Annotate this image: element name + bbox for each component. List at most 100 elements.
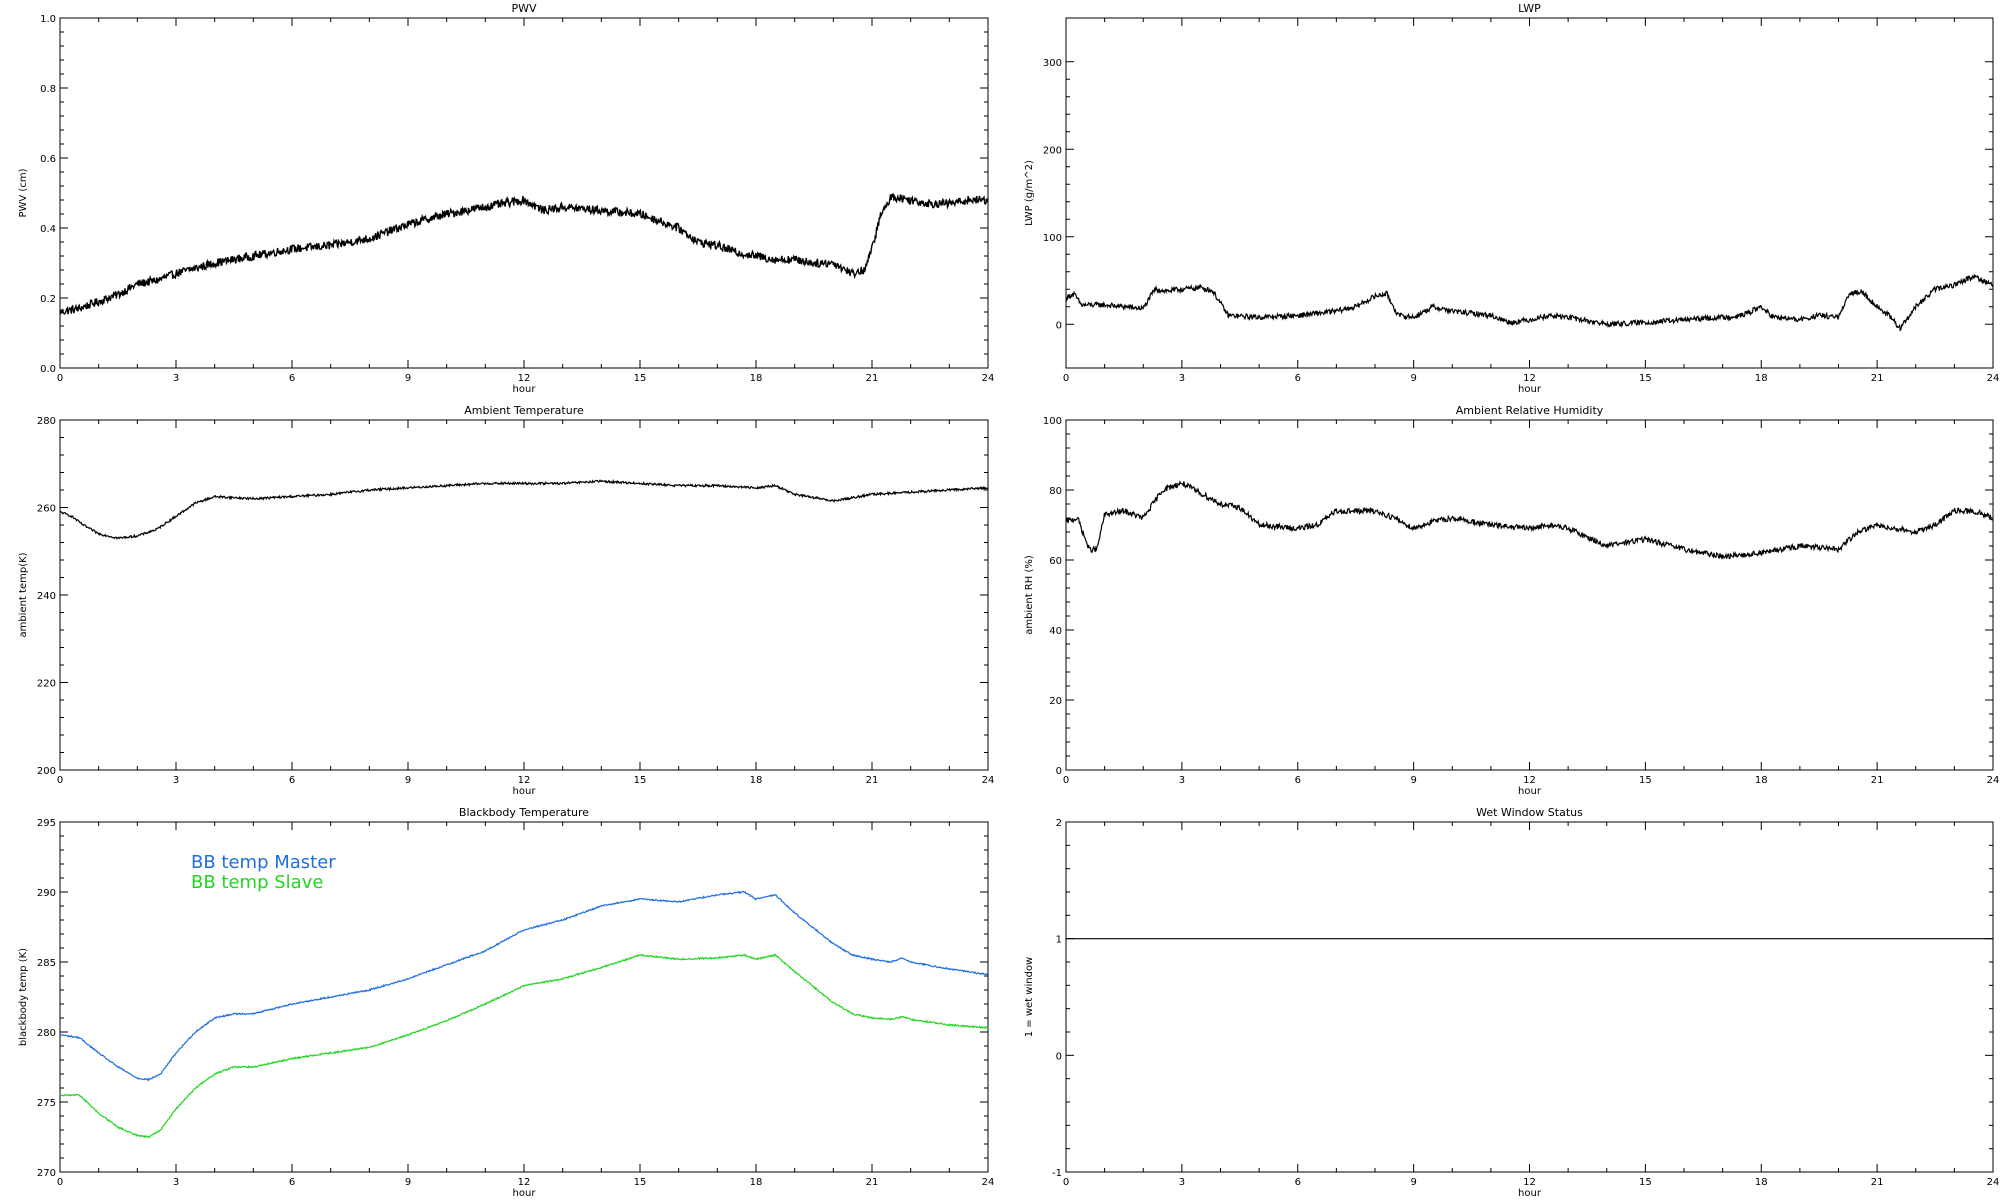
y-tick-label: 290 — [37, 888, 56, 899]
x-tick-label: 6 — [1295, 1177, 1301, 1188]
x-tick-label: 21 — [866, 1177, 879, 1188]
x-tick-label: 12 — [518, 373, 531, 384]
x-tick-label: 9 — [1410, 1177, 1416, 1188]
x-tick-label: 6 — [289, 1177, 295, 1188]
x-tick-label: 0 — [1063, 775, 1069, 786]
x-tick-label: 18 — [750, 1177, 763, 1188]
y-tick-label: 240 — [37, 591, 56, 602]
x-tick-label: 12 — [518, 1177, 531, 1188]
y-tick-label: 280 — [37, 416, 56, 427]
y-tick-label: 270 — [37, 1168, 56, 1179]
x-tick-label: 9 — [1410, 373, 1416, 384]
y-tick-label: 0 — [1056, 1051, 1062, 1062]
plot-frame — [59, 17, 989, 369]
y-tick-label: 2 — [1056, 818, 1062, 829]
chart-title: Wet Window Status — [1476, 806, 1583, 819]
plot-frame — [59, 419, 989, 771]
y-tick-label: 280 — [37, 1028, 56, 1039]
y-tick-label: 200 — [37, 766, 56, 777]
x-tick-label: 21 — [1871, 775, 1884, 786]
y-axis-label: LWP (g/m^2) — [1024, 160, 1035, 226]
y-tick-label: 220 — [37, 679, 56, 690]
series-line-bb-temp-master — [59, 890, 989, 1082]
y-tick-label: 200 — [1043, 145, 1062, 156]
panel-lwp: LWP 0 3 6 9 12 15 18 21 24 0 100 200 300 hour LWP (g/m^… — [1024, 2, 1999, 395]
y-tick-label: 40 — [1049, 626, 1062, 637]
y-tick-label: 0 — [1056, 320, 1062, 331]
y-tick-label: 60 — [1049, 556, 1062, 567]
x-tick-label: 12 — [1523, 1177, 1536, 1188]
legend-item-bb-temp-slave: BB temp Slave — [191, 872, 323, 893]
y-axis-label: PWV (cm) — [18, 168, 29, 217]
y-tick-label: 285 — [37, 958, 56, 969]
series-line — [1065, 480, 1994, 560]
x-axis-label: hour — [1518, 786, 1542, 797]
y-tick-label: -1 — [1052, 1168, 1062, 1179]
x-tick-label: 0 — [57, 373, 63, 384]
x-tick-label: 21 — [1871, 373, 1884, 384]
x-axis-label: hour — [513, 1188, 537, 1199]
x-tick-label: 12 — [1523, 373, 1536, 384]
x-tick-label: 24 — [1987, 373, 2000, 384]
x-axis-label: hour — [513, 384, 537, 395]
x-tick-label: 3 — [173, 1177, 179, 1188]
chart-title: Ambient Relative Humidity — [1456, 404, 1604, 417]
y-tick-label: 0 — [1056, 766, 1062, 777]
x-tick-label: 18 — [1755, 373, 1768, 384]
x-tick-label: 3 — [1179, 1177, 1185, 1188]
legend-item-bb-temp-master: BB temp Master — [191, 852, 336, 873]
chart-title: Ambient Temperature — [464, 404, 584, 417]
series-line — [59, 193, 989, 315]
x-tick-label: 24 — [982, 1177, 995, 1188]
y-axis-label: ambient temp(K) — [18, 552, 29, 637]
x-axis-label: hour — [513, 786, 537, 797]
y-axis-label: blackbody temp (K) — [18, 948, 29, 1046]
x-tick-label: 21 — [1871, 1177, 1884, 1188]
x-tick-label: 24 — [982, 373, 995, 384]
plot-frame — [1065, 17, 1994, 369]
x-tick-label: 15 — [634, 775, 647, 786]
y-axis-label: ambient RH (%) — [1024, 555, 1035, 635]
x-tick-label: 15 — [1639, 1177, 1652, 1188]
panel-ambient-temperature: Ambient Temperature 0 3 6 9 12 15 18 21 24 200 220 2… — [18, 404, 994, 797]
chart-title: PWV — [511, 2, 537, 15]
y-tick-label: 1 — [1056, 935, 1062, 946]
x-tick-label: 18 — [1755, 1177, 1768, 1188]
x-tick-label: 0 — [57, 1177, 63, 1188]
y-tick-label: 80 — [1049, 486, 1062, 497]
x-tick-label: 24 — [982, 775, 995, 786]
y-axis-label: 1 = wet window — [1024, 957, 1035, 1037]
x-tick-label: 21 — [866, 775, 879, 786]
x-tick-label: 0 — [1063, 373, 1069, 384]
x-tick-label: 15 — [634, 1177, 647, 1188]
y-tick-label: 0.8 — [40, 84, 56, 95]
x-tick-label: 9 — [405, 1177, 411, 1188]
x-tick-label: 24 — [1987, 1177, 2000, 1188]
x-tick-label: 9 — [405, 373, 411, 384]
x-tick-label: 0 — [57, 775, 63, 786]
x-tick-label: 6 — [289, 373, 295, 384]
x-tick-label: 12 — [1523, 775, 1536, 786]
x-tick-label: 18 — [750, 373, 763, 384]
plot-frame — [1065, 419, 1994, 771]
x-tick-label: 12 — [518, 775, 531, 786]
x-tick-label: 9 — [1410, 775, 1416, 786]
y-tick-label: 1.0 — [40, 14, 56, 25]
x-tick-label: 15 — [1639, 775, 1652, 786]
x-tick-label: 18 — [1755, 775, 1768, 786]
chart-title: LWP — [1518, 2, 1541, 15]
x-tick-label: 6 — [1295, 775, 1301, 786]
x-tick-label: 3 — [173, 373, 179, 384]
x-tick-label: 3 — [173, 775, 179, 786]
y-tick-label: 275 — [37, 1098, 56, 1109]
y-tick-label: 100 — [1043, 233, 1062, 244]
x-tick-label: 6 — [1295, 373, 1301, 384]
y-tick-label: 100 — [1043, 416, 1062, 427]
x-axis-label: hour — [1518, 1188, 1542, 1199]
plot-frame — [1065, 821, 1994, 1173]
x-tick-label: 24 — [1987, 775, 2000, 786]
x-tick-label: 0 — [1063, 1177, 1069, 1188]
y-tick-label: 0.6 — [40, 154, 56, 165]
